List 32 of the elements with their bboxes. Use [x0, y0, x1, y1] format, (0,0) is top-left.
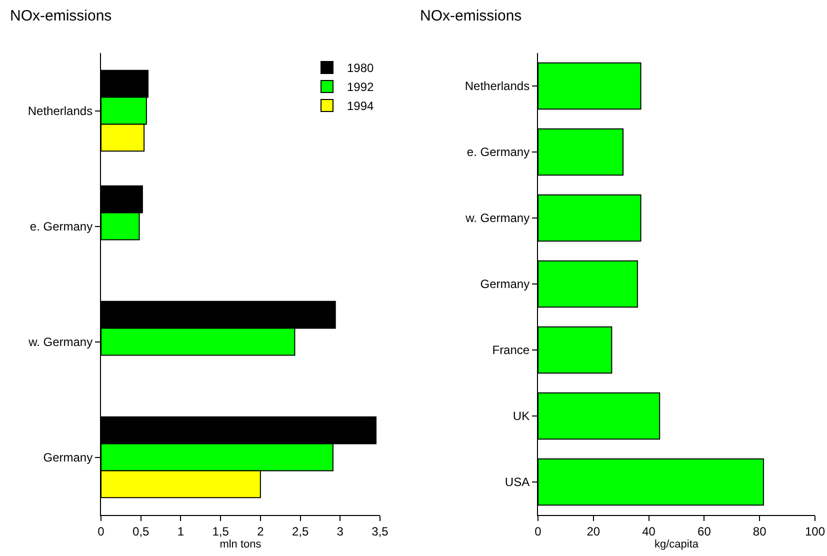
legend-label: 1994: [347, 99, 374, 114]
y-tick-label: Germany: [43, 450, 93, 464]
x-tick-label: 0,5: [132, 524, 150, 538]
y-tick-label: Netherlands: [28, 104, 93, 118]
x-tick-label: 3,5: [372, 524, 389, 538]
x-tick-label: 40: [642, 524, 656, 538]
y-tick-label: USA: [504, 475, 530, 490]
x-tick-label: 3: [336, 524, 344, 538]
x-tick-label: 100: [804, 524, 826, 538]
x-tick-label: 20: [586, 524, 600, 538]
y-tick-label: France: [492, 343, 530, 358]
x-tick-label: 0: [534, 524, 542, 538]
legend-label: 1980: [347, 61, 374, 76]
y-tick-label: e. Germany: [30, 219, 93, 234]
x-tick-label: 1,5: [212, 524, 230, 538]
x-tick-label: 1: [177, 524, 184, 538]
y-tick-label: w. Germany: [464, 211, 530, 226]
x-tick-label: 2,5: [292, 524, 309, 538]
x-axis-title: kg/capita: [654, 538, 700, 550]
y-tick-label: Netherlands: [464, 79, 530, 94]
x-tick-label: 80: [752, 524, 767, 538]
y-tick-label: UK: [512, 409, 530, 424]
legend-label: 1992: [347, 80, 374, 94]
x-tick-label: 2: [257, 524, 264, 538]
x-tick-label: 60: [698, 524, 712, 538]
x-axis-title: mln tons: [220, 538, 262, 550]
x-tick-label: 0: [98, 524, 105, 538]
y-tick-label: Germany: [480, 277, 530, 292]
y-tick-label: w. Germany: [28, 334, 93, 349]
chart-title: NOx-emissions: [420, 8, 522, 24]
y-tick-label: e. Germany: [466, 145, 530, 160]
chart-title: NOx-emissions: [10, 8, 112, 24]
